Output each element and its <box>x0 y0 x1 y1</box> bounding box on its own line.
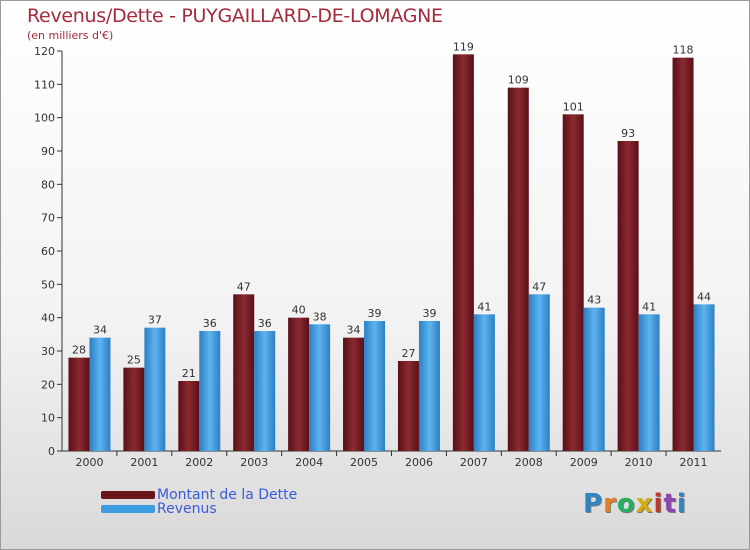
debt-bar <box>68 357 90 451</box>
y-tick-label: 30 <box>41 345 55 358</box>
data-label: 101 <box>563 100 584 113</box>
logo-letter: x <box>635 489 654 519</box>
logo-letter: t <box>663 489 677 519</box>
data-label: 37 <box>148 314 162 327</box>
y-tick-label: 0 <box>48 445 55 458</box>
revenus-bar <box>473 314 495 451</box>
debt-bar <box>178 381 200 451</box>
data-label: 41 <box>642 300 656 313</box>
debt-bar <box>397 361 419 451</box>
x-tick-label: 2006 <box>405 456 433 469</box>
y-tick-label: 80 <box>41 178 55 191</box>
data-label: 39 <box>422 307 436 320</box>
y-tick-label: 70 <box>41 212 55 225</box>
data-label: 28 <box>72 344 86 357</box>
debt-bar <box>288 317 310 451</box>
data-label: 27 <box>401 347 415 360</box>
data-label: 41 <box>477 300 491 313</box>
x-tick-label: 2000 <box>75 456 103 469</box>
x-tick-label: 2001 <box>130 456 158 469</box>
x-tick-label: 2009 <box>570 456 598 469</box>
x-tick-label: 2004 <box>295 456 323 469</box>
logo-letter: r <box>603 489 617 519</box>
data-label: 38 <box>313 310 327 323</box>
data-label: 47 <box>532 280 546 293</box>
revenus-bar <box>364 321 386 451</box>
debt-bar <box>123 367 145 451</box>
revenus-bar <box>89 337 111 451</box>
logo-letter: i <box>653 489 664 519</box>
data-label: 34 <box>347 324 361 337</box>
data-label: 21 <box>182 367 196 380</box>
y-tick-label: 40 <box>41 312 55 325</box>
revenus-bar <box>418 321 440 451</box>
revenus-bar <box>638 314 660 451</box>
data-label: 109 <box>508 74 529 87</box>
data-label: 47 <box>237 280 251 293</box>
data-label: 36 <box>203 317 217 330</box>
revenus-bar <box>144 327 166 451</box>
x-tick-label: 2011 <box>680 456 708 469</box>
x-tick-label: 2005 <box>350 456 378 469</box>
x-tick-label: 2010 <box>625 456 653 469</box>
debt-bar <box>507 87 529 452</box>
debt-bar <box>562 114 584 451</box>
data-label: 44 <box>697 290 711 303</box>
logo-letter: o <box>616 489 636 519</box>
proxiti-logo: Proxiti <box>583 489 687 519</box>
legend-swatch-debt <box>101 491 155 499</box>
data-label: 119 <box>453 40 474 53</box>
x-tick-label: 2007 <box>460 456 488 469</box>
data-label: 34 <box>93 324 107 337</box>
revenus-bar <box>254 331 276 451</box>
debt-bar <box>672 57 694 452</box>
y-tick-label: 100 <box>34 112 55 125</box>
y-tick-label: 60 <box>41 245 55 258</box>
logo-letter: P <box>583 489 604 519</box>
data-label: 93 <box>621 127 635 140</box>
debt-bar <box>452 54 474 451</box>
data-label: 25 <box>127 354 141 367</box>
legend-label-revenus: Revenus <box>157 501 217 517</box>
legend-swatch-revenus <box>101 505 155 513</box>
data-label: 40 <box>292 304 306 317</box>
debt-bar <box>233 294 255 451</box>
y-tick-label: 10 <box>41 412 55 425</box>
revenus-bar <box>199 331 221 451</box>
revenus-bar <box>528 294 550 451</box>
chart-title: Revenus/Dette - PUYGAILLARD-DE-LOMAGNE <box>27 5 443 27</box>
legend-label-debt: Montant de la Dette <box>157 487 298 503</box>
x-tick-label: 2003 <box>240 456 268 469</box>
data-label: 118 <box>673 44 694 57</box>
revenus-bar <box>693 304 715 451</box>
debt-bar <box>343 337 365 451</box>
x-tick-label: 2002 <box>185 456 213 469</box>
revenus-bar <box>583 307 605 451</box>
data-label: 39 <box>368 307 382 320</box>
logo-letter: i <box>676 489 687 519</box>
chart-subtitle: (en milliers d'€) <box>27 29 114 42</box>
data-label: 36 <box>258 317 272 330</box>
data-label: 43 <box>587 294 601 307</box>
y-tick-label: 90 <box>41 145 55 158</box>
y-tick-label: 50 <box>41 278 55 291</box>
x-tick-label: 2008 <box>515 456 543 469</box>
y-tick-label: 120 <box>34 45 55 58</box>
debt-bar <box>617 141 639 451</box>
revenus-bar <box>309 324 331 451</box>
y-tick-label: 110 <box>34 78 55 91</box>
y-tick-label: 20 <box>41 378 55 391</box>
